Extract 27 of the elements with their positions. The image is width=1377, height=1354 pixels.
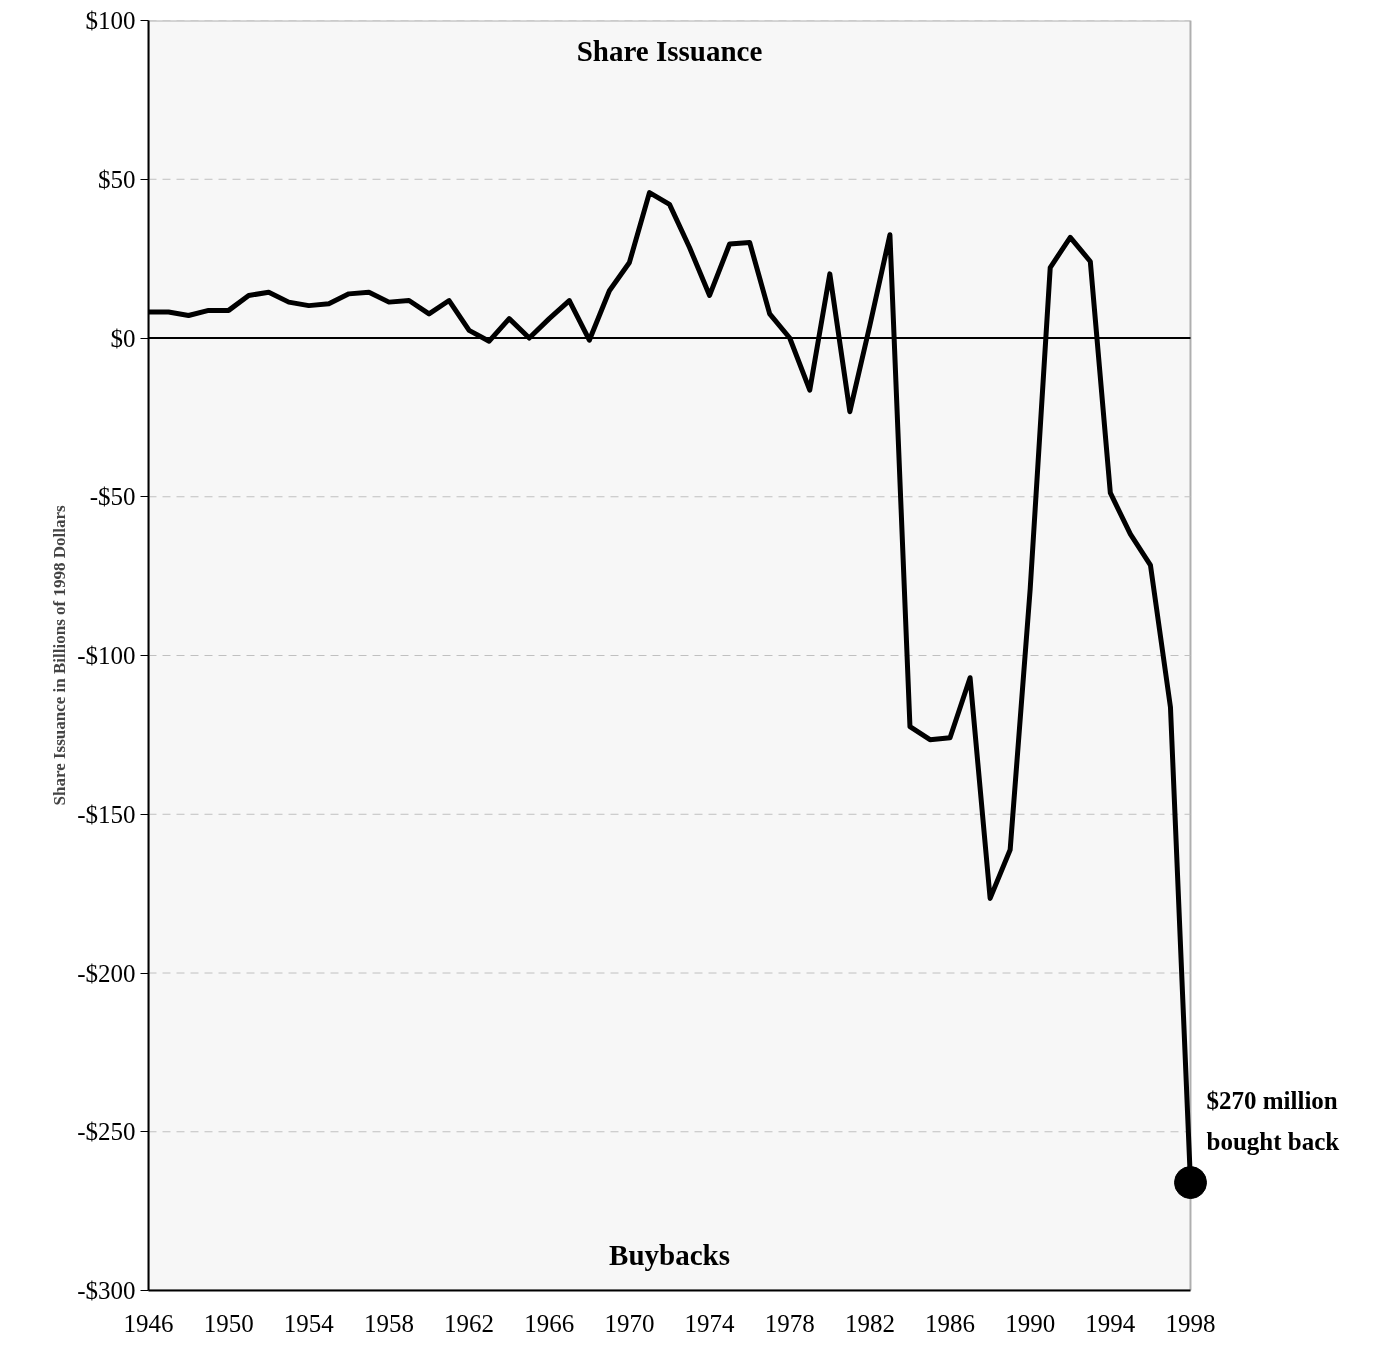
x-tick-label: 1966: [524, 1309, 575, 1337]
y-tick-label: $0: [110, 324, 136, 352]
annotation: $270 million bought back: [1206, 1086, 1340, 1155]
y-tick-label: $100: [85, 7, 136, 34]
x-tick-label: 1962: [444, 1309, 495, 1337]
x-tick-label: 1982: [844, 1309, 895, 1337]
x-tick-label: 1950: [203, 1309, 254, 1337]
x-tick-label: 1994: [1085, 1309, 1136, 1337]
y-tick-label: $50: [98, 165, 136, 193]
y-tick-label: -$250: [77, 1118, 136, 1146]
x-tick-label: 1970: [604, 1309, 655, 1337]
x-tick-label: 1998: [1165, 1309, 1216, 1337]
x-tick-label: 1974: [684, 1309, 736, 1337]
x-tick-label: 1978: [764, 1309, 815, 1337]
y-tick-label: -$300: [77, 1277, 136, 1304]
y-axis-title: Share Issuance in Billions of 1998 Dollars: [50, 505, 70, 806]
annotation: Buybacks: [609, 1238, 730, 1271]
y-tick-label: -$150: [77, 800, 136, 828]
y-tick-label: -$100: [77, 642, 136, 669]
x-tick-label: 1946: [123, 1309, 174, 1337]
x-tick-label: 1954: [283, 1309, 335, 1337]
x-tick-label: 1990: [1005, 1309, 1056, 1337]
x-tick-label: 1958: [363, 1309, 414, 1337]
x-tick-label: 1986: [925, 1309, 976, 1337]
y-tick-label: -$50: [89, 483, 136, 511]
annotation: Share Issuance: [576, 34, 763, 67]
y-tick-label: -$200: [77, 959, 136, 987]
